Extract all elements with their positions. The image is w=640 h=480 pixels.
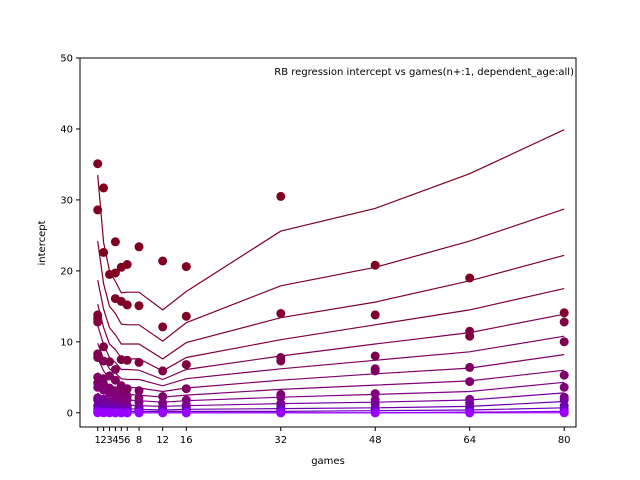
data-point [93,205,103,215]
y-axis-label: intercept [37,220,48,265]
data-point [276,408,286,418]
x-tick-label: 4 [112,435,118,446]
data-point [370,310,380,320]
data-point [370,351,380,361]
data-point [181,311,191,321]
data-point [158,322,168,332]
data-point [559,382,569,392]
data-point [122,355,132,365]
data-point [158,256,168,266]
y-tick-label: 30 [60,195,73,206]
data-point [465,408,475,418]
data-point [99,247,109,257]
x-tick-label: 2 [100,435,106,446]
data-point [559,370,569,380]
data-point [181,384,191,394]
series-1 [93,129,565,311]
plot-frame [79,57,577,428]
series-5-line [97,313,565,381]
y-tick-label: 40 [60,124,73,135]
x-tick-label: 48 [369,435,382,446]
x-tick-label: 1 [95,435,101,446]
series-3 [93,254,569,360]
data-point [276,191,286,201]
data-point [559,408,569,418]
data-point [134,357,144,367]
series-9-line [97,381,565,403]
x-axis-label: games [311,456,345,467]
data-point [181,408,191,418]
data-point [99,183,109,193]
chart-title: RB regression intercept vs games(n+:1, d… [274,67,574,78]
data-point [465,362,475,372]
data-point [134,242,144,252]
data-point [181,262,191,272]
y-tick-label: 50 [60,54,73,65]
x-tick-label: 16 [180,435,193,446]
series-8-line [97,369,565,398]
data-point [559,317,569,327]
series-layer [93,129,569,418]
x-tick-label: 64 [463,435,476,446]
data-point [122,408,132,418]
data-point [110,237,120,247]
data-point [465,331,475,341]
x-tick-label: 3 [106,435,112,446]
data-point [158,366,168,376]
data-point [370,408,380,418]
x-tick-label: 80 [558,435,571,446]
data-point [110,268,120,278]
x-tick-label: 8 [136,435,142,446]
y-tick-label: 20 [60,266,73,277]
data-point [370,389,380,399]
y-axis: 0 10 20 30 40 50 [60,54,80,419]
series-6-line [97,335,565,387]
y-tick-label: 0 [67,408,73,419]
data-point [158,392,168,401]
data-point [110,375,120,385]
series-7-line [97,354,565,393]
x-tick-label: 5 [118,435,124,446]
data-point [93,317,103,327]
x-tick-label: 12 [156,435,169,446]
x-axis: 1 2 3 4 5 6 8 12 16 32 48 64 80 [95,427,571,446]
data-point [559,308,569,318]
series-2 [97,208,565,342]
series-2-line [97,208,565,342]
x-tick-label: 6 [124,435,130,446]
series-3-line [97,254,565,360]
data-point [158,408,168,418]
data-point [181,360,191,370]
series-14 [93,408,569,418]
y-tick-label: 10 [60,337,73,348]
x-tick-label: 32 [274,435,287,446]
data-point [93,159,103,169]
data-point [276,309,286,318]
data-point [134,408,144,418]
data-point [465,377,475,387]
data-point [559,337,569,347]
data-point [122,260,132,269]
data-point [276,356,286,366]
data-point [122,300,132,310]
data-point [134,301,144,311]
